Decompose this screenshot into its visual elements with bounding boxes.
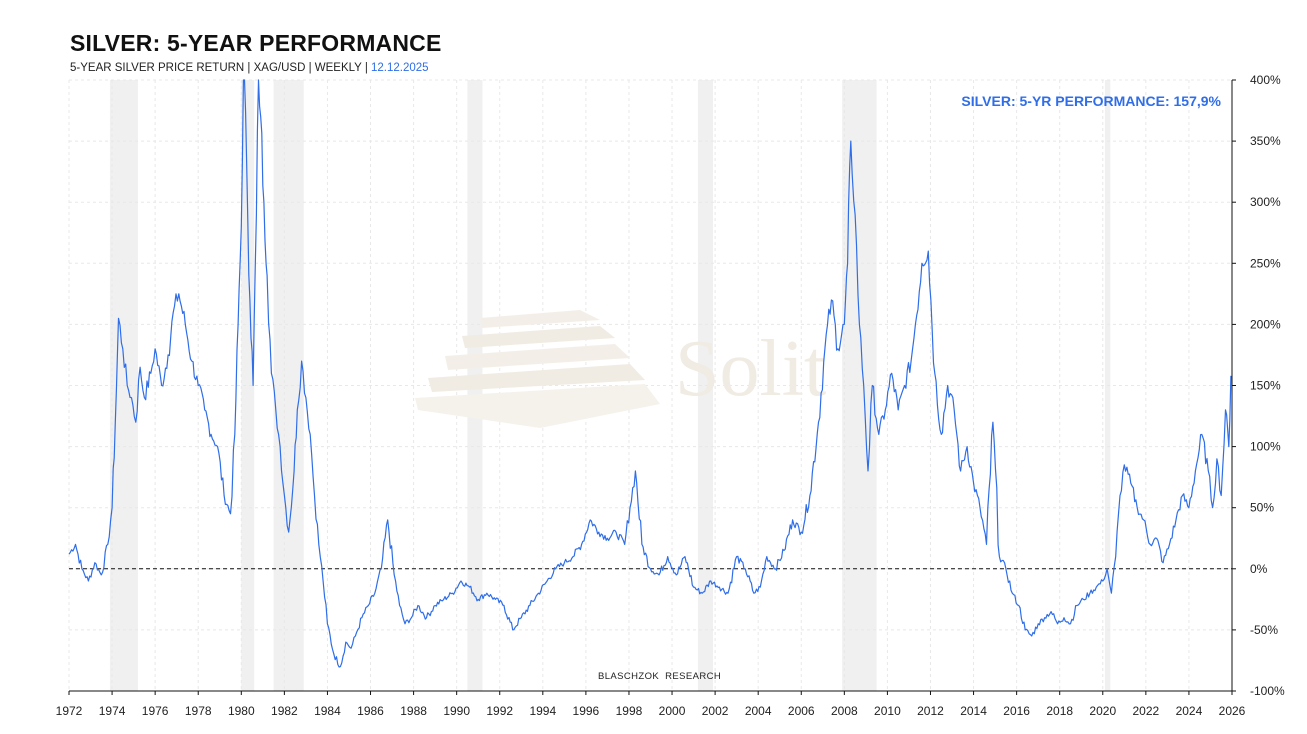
x-tick-label: 1998 [616,704,643,718]
x-tick-label: 1978 [185,704,212,718]
y-tick-label: 250% [1250,256,1281,270]
x-tick-label: 2010 [874,704,901,718]
recession-band-1 [241,80,255,691]
x-tick-label: 1974 [99,704,126,718]
x-tick-label: 2024 [1176,704,1203,718]
x-tick-label: 2004 [745,704,772,718]
y-tick-label: 200% [1250,317,1281,331]
y-tick-label: -100% [1250,684,1285,698]
chart-title: SILVER: 5-YEAR PERFORMANCE [70,30,442,56]
x-tick-label: 2020 [1089,704,1116,718]
x-tick-label: 1980 [228,704,255,718]
credit-label: BLASCHZOK RESEARCH [598,671,721,682]
y-tick-label: 50% [1250,501,1274,515]
x-tick-label: 2002 [702,704,729,718]
x-tick-label: 2012 [917,704,944,718]
y-tick-label: 150% [1250,379,1281,393]
x-tick-label: 1996 [573,704,600,718]
y-axis-ticks: 400% 350% 300% 250% 200% 150% 100% 50% 0% -50% -10… [1232,73,1285,698]
watermark-logo: Solit [415,310,826,428]
y-tick-label: 100% [1250,440,1281,454]
x-tick-label: 1982 [271,704,298,718]
x-tick-label: 1972 [56,704,83,718]
y-tick-label: 400% [1250,73,1281,87]
y-tick-label: 0% [1250,562,1268,576]
silver-5yr-return-line [68,79,1232,668]
watermark-text: Solit [675,325,826,413]
x-tick-label: 1992 [486,704,513,718]
x-tick-label: 2006 [788,704,815,718]
x-tick-label: 1986 [357,704,384,718]
x-tick-label: 1984 [314,704,341,718]
performance-annotation: SILVER: 5-YR PERFORMANCE: 157,9% [961,93,1221,109]
x-tick-label: 2018 [1046,704,1073,718]
x-tick-label: 2014 [960,704,987,718]
y-tick-label: 350% [1250,134,1281,148]
chart-subtitle: 5-YEAR SILVER PRICE RETURN | XAG/USD | W… [70,62,429,74]
x-tick-label: 2026 [1219,704,1246,718]
credit-part2: RESEARCH [665,671,722,682]
y-tick-label: -50% [1250,623,1278,637]
x-tick-label: 1994 [529,704,556,718]
subtitle-date: 12.12.2025 [371,62,429,74]
x-axis-ticks: 1972 1974 1976 1978 1980 1982 1984 1986 1988 1990… [56,691,1246,718]
x-tick-label: 1988 [400,704,427,718]
x-tick-label: 2008 [831,704,858,718]
credit-part1: BLASCHZOK [598,671,660,682]
x-tick-label: 1990 [443,704,470,718]
recession-band-5 [842,80,877,691]
subtitle-text: 5-YEAR SILVER PRICE RETURN | XAG/USD | W… [70,62,372,74]
y-tick-label: 300% [1250,195,1281,209]
x-tick-label: 2022 [1133,704,1160,718]
x-tick-label: 2000 [659,704,686,718]
x-tick-label: 2016 [1003,704,1030,718]
x-tick-label: 1976 [142,704,169,718]
